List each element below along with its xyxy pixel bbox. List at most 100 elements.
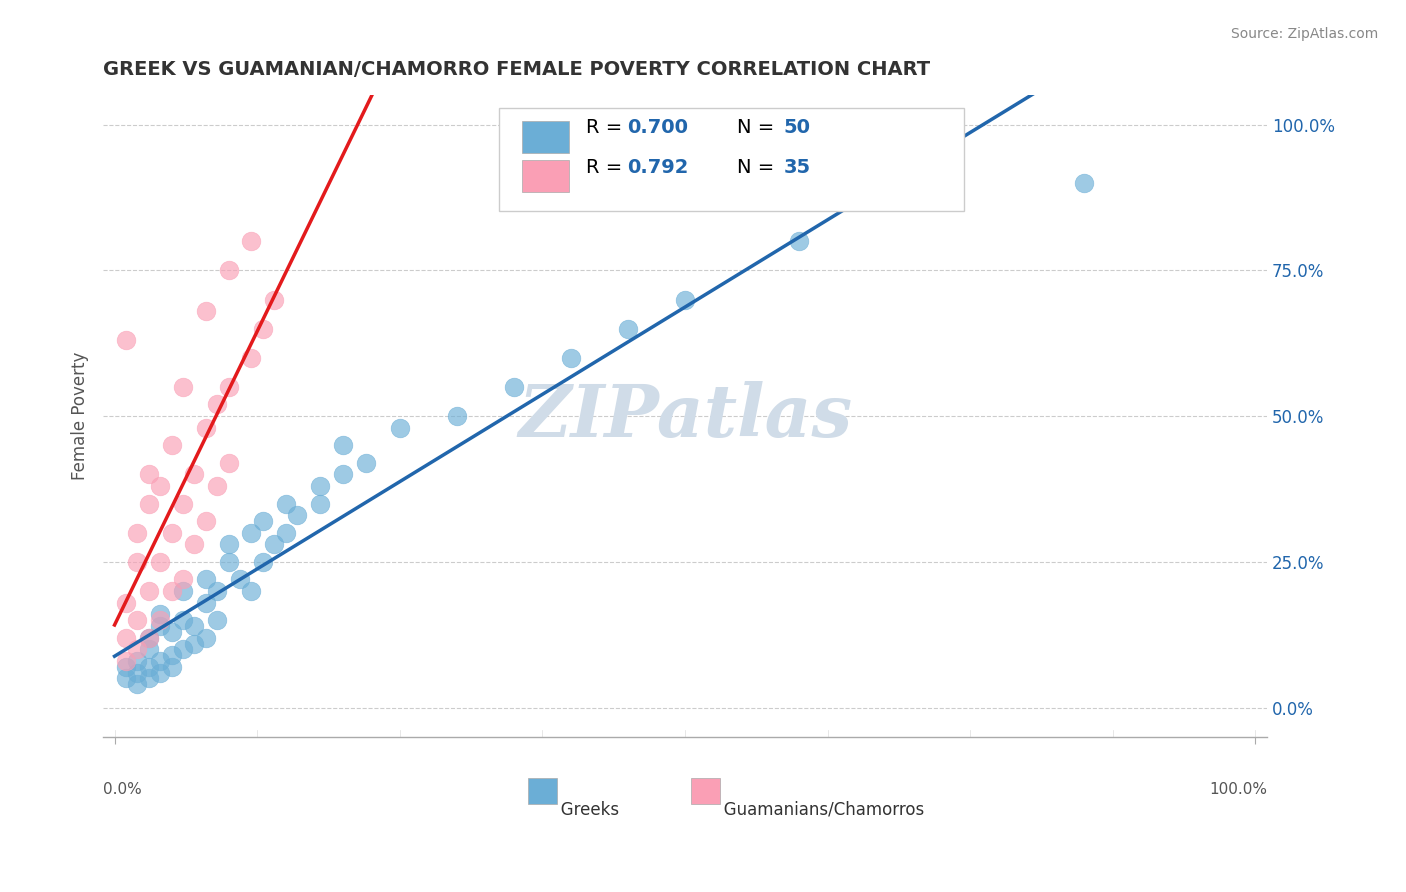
Point [149,654,172,668]
Point [127,677,149,691]
Text: Guamanians/Chamorros: Guamanians/Chamorros [709,801,925,819]
Point [309,479,332,493]
Point [194,304,217,318]
Point [240,351,263,365]
FancyBboxPatch shape [522,160,568,192]
Point [194,421,217,435]
Point [149,613,172,627]
Point [274,525,297,540]
Point [115,672,138,686]
Point [285,508,308,523]
Point [138,631,160,645]
Point [127,613,149,627]
Text: R =: R = [586,158,628,177]
Point [127,555,149,569]
Point [172,613,194,627]
Point [172,497,194,511]
Point [354,456,377,470]
Point [194,573,217,587]
Text: 100.0%: 100.0% [1209,781,1267,797]
Point [149,479,172,493]
Point [160,648,183,662]
Point [218,456,240,470]
Point [332,438,354,452]
Text: 0.792: 0.792 [627,158,688,177]
Point [617,321,640,335]
FancyBboxPatch shape [499,108,965,211]
Point [160,525,183,540]
Point [138,467,160,482]
Point [149,555,172,569]
Text: ZIPatlas: ZIPatlas [517,381,852,451]
Point [127,665,149,680]
Point [160,584,183,599]
Point [309,497,332,511]
Point [252,514,274,528]
Point [332,467,354,482]
Text: N =: N = [737,158,780,177]
Point [673,293,696,307]
Point [218,263,240,277]
Point [160,438,183,452]
FancyBboxPatch shape [522,121,568,153]
Point [127,642,149,657]
Text: R =: R = [586,118,628,137]
Point [183,619,205,633]
Point [240,525,263,540]
Point [194,514,217,528]
Point [263,537,285,551]
Point [205,584,228,599]
Point [446,409,468,423]
Point [388,421,411,435]
Point [274,497,297,511]
Point [149,607,172,622]
Point [138,584,160,599]
Text: N =: N = [737,118,780,137]
Point [1073,176,1095,190]
Point [149,619,172,633]
Point [172,642,194,657]
Point [160,624,183,639]
Point [183,537,205,551]
Point [218,537,240,551]
Point [149,665,172,680]
Text: 50: 50 [785,118,811,137]
Text: 35: 35 [785,158,811,177]
Point [787,234,810,248]
Text: 0.0%: 0.0% [103,781,142,797]
Point [115,631,138,645]
Point [205,479,228,493]
Point [194,631,217,645]
Point [172,584,194,599]
Point [138,631,160,645]
Point [218,555,240,569]
Point [138,642,160,657]
Point [229,573,252,587]
Point [172,380,194,394]
Text: GREEK VS GUAMANIAN/CHAMORRO FEMALE POVERTY CORRELATION CHART: GREEK VS GUAMANIAN/CHAMORRO FEMALE POVER… [103,60,931,78]
Point [127,525,149,540]
Point [115,334,138,348]
Text: Source: ZipAtlas.com: Source: ZipAtlas.com [1230,27,1378,41]
Point [218,380,240,394]
Point [127,654,149,668]
Point [183,467,205,482]
Point [160,660,183,674]
Point [115,660,138,674]
Point [205,613,228,627]
Point [138,497,160,511]
Point [138,672,160,686]
FancyBboxPatch shape [527,779,557,805]
Point [252,555,274,569]
Point [138,660,160,674]
Point [252,321,274,335]
Y-axis label: Female Poverty: Female Poverty [72,352,89,480]
FancyBboxPatch shape [690,779,720,805]
Text: 0.700: 0.700 [627,118,688,137]
Point [502,380,524,394]
Point [115,596,138,610]
Text: Greeks: Greeks [546,801,620,819]
Point [560,351,582,365]
Point [194,596,217,610]
Point [205,397,228,411]
